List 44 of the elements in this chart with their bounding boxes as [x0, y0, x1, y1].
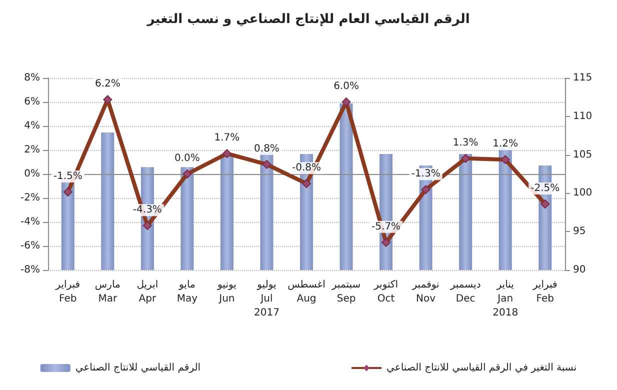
point: [382, 238, 391, 247]
point: [302, 179, 311, 188]
data-label: -0.8%: [292, 162, 322, 174]
y2-tick-label: 95: [573, 226, 586, 238]
data-label: 1.7%: [214, 132, 240, 144]
point: [182, 170, 192, 178]
data-label: 0.0%: [174, 153, 200, 164]
data-label: 1.2%: [492, 138, 518, 150]
data-label: 1.3%: [452, 137, 478, 148]
y2-tick-label: 110: [573, 110, 592, 122]
y2-tick-label: 115: [573, 72, 592, 84]
y-tick-label: 6%: [24, 96, 40, 108]
y-tick-label: 0%: [24, 168, 40, 180]
y2-tick-label: 100: [573, 188, 592, 199]
chart-title: الرقم القياسي العام للإنتاج الصناعي و نسب التغير: [146, 12, 470, 27]
y-tick-label: 4%: [24, 120, 40, 132]
point: [142, 221, 152, 230]
data-label: 6.0%: [334, 81, 359, 92]
data-label: -4.3%: [132, 204, 162, 216]
point: [421, 185, 430, 194]
y-tick-label: -8%: [20, 264, 40, 276]
data-label: -1.3%: [411, 168, 440, 180]
data-label: -1.5%: [53, 171, 82, 182]
point: [103, 95, 112, 104]
y-tick-label: -4%: [20, 216, 40, 228]
data-label: 0.8%: [254, 143, 280, 154]
legend-label: نسبة التغير في الرقم القياسي للانتاج الصناعي: [386, 362, 577, 374]
y2-tick-label: 105: [573, 149, 592, 160]
point: [262, 160, 272, 169]
y-tick-label: 2%: [24, 144, 40, 156]
y-tick-label: -2%: [20, 192, 40, 204]
point: [63, 188, 72, 196]
data-label: -2.5%: [530, 183, 560, 194]
y2-tick-label: 90: [573, 264, 586, 276]
point: [500, 155, 510, 164]
y-tick-label: 8%: [24, 72, 40, 84]
point: [342, 98, 351, 106]
point: [540, 200, 550, 208]
data-label: -5.7%: [372, 221, 401, 232]
data-label: 6.2%: [94, 78, 120, 90]
y-tick-label: -6%: [20, 240, 40, 252]
point: [222, 149, 232, 158]
point: [461, 154, 470, 163]
legend-label: الرقم القياسي للانتاج الصناعي: [75, 362, 201, 374]
